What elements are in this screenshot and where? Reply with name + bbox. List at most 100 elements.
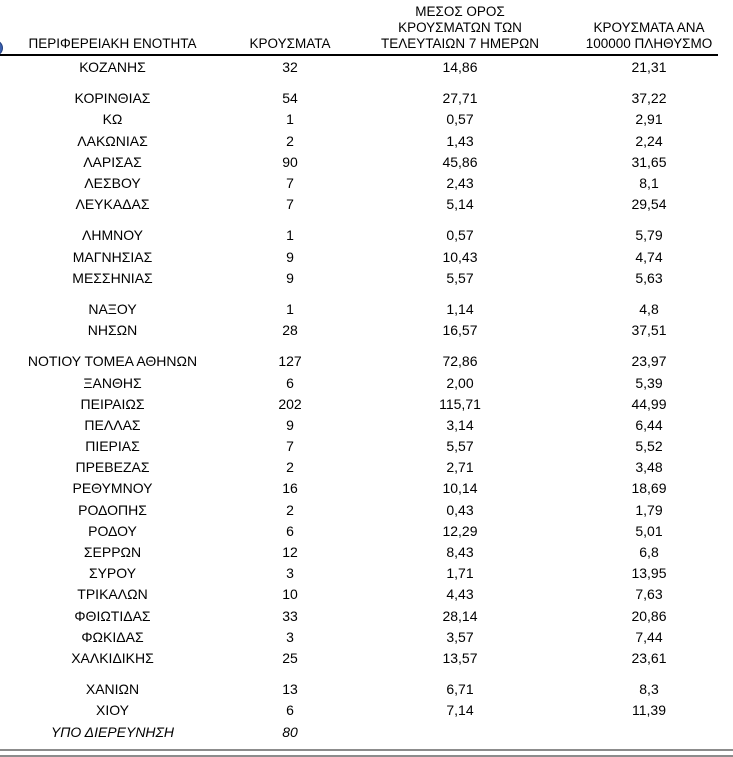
per100k-value: 7,44 [635,628,663,645]
row-group-gap [0,341,733,351]
table-row: ΝΑΞΟΥ 1 1,14 4,8 [0,299,733,320]
table-row: ΣΥΡΟΥ 3 1,71 13,95 [0,563,733,584]
avg7-value: 1,14 [446,300,474,317]
table-row: ΛΑΡΙΣΑΣ 90 45,86 31,65 [0,152,733,173]
row-group-gap [0,669,733,679]
header-7day-average-line3: ΤΕΛΕΥΤΑΙΩΝ 7 ΗΜΕΡΩΝ [381,36,539,51]
per100k-value: 23,97 [631,353,667,370]
avg7-value: 45,86 [442,153,478,170]
avg7-value: 0,57 [446,227,474,244]
cases-value: 90 [282,153,298,170]
per100k-value: 44,99 [631,395,667,412]
cases-value: 127 [278,353,302,370]
per100k-value: 8,1 [639,175,659,192]
per100k-value: 4,74 [635,248,663,265]
cases-value: 28 [282,322,298,339]
table-row: ΝΟΤΙΟΥ ΤΟΜΕΑ ΑΘΗΝΩΝ 127 72,86 23,97 [0,351,733,372]
region-name: ΠΕΙΡΑΙΩΣ [80,395,145,412]
region-name: ΠΙΕΡΙΑΣ [85,438,140,455]
avg7-value: 1,43 [446,132,474,149]
table-row: ΦΩΚΙΔΑΣ 3 3,57 7,44 [0,627,733,648]
table-row: ΞΑΝΘΗΣ 6 2,00 5,39 [0,372,733,393]
table-row: ΧΑΛΚΙΔΙΚΗΣ 25 13,57 23,61 [0,648,733,669]
table-row: ΚΟΡΙΝΘΙΑΣ 54 27,71 37,22 [0,88,733,109]
cases-value: 6 [286,374,294,391]
header-per-100k-line2: 100000 ΠΛΗΘΥΣΜΟ [585,36,713,51]
header-cases: ΚΡΟΥΣΜΑΤΑ [225,36,355,54]
region-name: ΧΑΝΙΩΝ [85,681,140,698]
region-name: ΛΑΚΩΝΙΑΣ [77,132,148,149]
cases-value: 1 [286,227,294,244]
region-name: ΚΩ [102,111,123,128]
cases-value: 9 [286,248,294,265]
cases-value: 6 [286,702,294,719]
region-name: ΡΟΔΟΠΗΣ [78,501,147,518]
per100k-value: 18,69 [631,480,667,497]
per100k-value: 37,51 [631,322,667,339]
table-row: ΡΟΔΟΠΗΣ 2 0,43 1,79 [0,500,733,521]
avg7-value: 12,29 [442,522,478,539]
region-name: ΡΕΘΥΜΝΟΥ [72,480,153,497]
per100k-value: 20,86 [631,607,667,624]
avg7-value: 10,43 [442,248,478,265]
avg7-value: 2,00 [446,374,474,391]
region-name: ΚΟΖΑΝΗΣ [79,59,146,76]
avg7-value: 72,86 [442,353,478,370]
region-name: ΠΕΛΛΑΣ [84,416,141,433]
table-row: ΡΕΘΥΜΝΟΥ 16 10,14 18,69 [0,478,733,499]
cases-value: 7 [286,196,294,213]
header-per-100k-line1: ΚΡΟΥΣΜΑΤΑ ΑΝΑ [593,20,705,35]
header-7day-average: ΜΕΣΟΣ ΟΡΟΣ ΚΡΟΥΣΜΑΤΩΝ ΤΩΝ ΤΕΛΕΥΤΑΙΩΝ 7 Η… [355,4,565,54]
avg7-value: 3,57 [446,628,474,645]
per100k-value: 5,79 [635,227,663,244]
avg7-value: 2,43 [446,175,474,192]
header-region-label: ΠΕΡΙΦΕΡΕΙΑΚΗ ΕΝΟΤΗΤΑ [28,36,197,51]
header-cases-label: ΚΡΟΥΣΜΑΤΑ [249,36,331,51]
row-group-gap [0,289,733,299]
region-name: ΣΕΡΡΩΝ [83,544,142,561]
region-name: ΚΟΡΙΝΘΙΑΣ [74,90,151,107]
table-row: ΧΑΝΙΩΝ 13 6,71 8,3 [0,679,733,700]
avg7-value: 8,43 [446,544,474,561]
region-name: ΧΙΟΥ [95,702,129,719]
per100k-value: 23,61 [631,649,667,666]
per100k-value: 5,01 [635,522,663,539]
avg7-value: 5,14 [446,196,474,213]
header-region: ΠΕΡΙΦΕΡΕΙΑΚΗ ΕΝΟΤΗΤΑ [0,36,225,54]
bottom-rule-bottom [0,755,733,757]
per100k-value: 8,3 [639,681,659,698]
per100k-value: 2,24 [635,132,663,149]
per100k-value: 37,22 [631,90,667,107]
table-row: ΠΡΕΒΕΖΑΣ 2 2,71 3,48 [0,457,733,478]
per100k-value: 6,44 [635,416,663,433]
table-row: ΥΠΟ ΔΙΕΡΕΥΝΗΣΗ 80 [0,721,733,742]
avg7-value: 3,14 [446,416,474,433]
per100k-value: 3,48 [635,459,663,476]
table-row: ΠΕΙΡΑΙΩΣ 202 115,71 44,99 [0,394,733,415]
region-name: ΦΩΚΙΔΑΣ [81,628,144,645]
per100k-value: 6,8 [639,544,659,561]
table-row: ΡΟΔΟΥ 6 12,29 5,01 [0,521,733,542]
table-row: ΛΕΣΒΟΥ 7 2,43 8,1 [0,173,733,194]
cases-value: 2 [286,459,294,476]
table-row: ΦΘΙΩΤΙΔΑΣ 33 28,14 20,86 [0,606,733,627]
avg7-value: 115,71 [439,395,481,412]
region-name: ΡΟΔΟΥ [88,522,137,539]
region-name: ΜΕΣΣΗΝΙΑΣ [72,269,153,286]
table-row: ΛΕΥΚΑΔΑΣ 7 5,14 29,54 [0,194,733,215]
per100k-value: 11,39 [632,702,666,719]
cases-value: 12 [282,544,298,561]
bottom-rule-top [0,749,733,751]
region-name: ΝΟΤΙΟΥ ΤΟΜΕΑ ΑΘΗΝΩΝ [27,353,198,370]
table-header: ΠΕΡΙΦΕΡΕΙΑΚΗ ΕΝΟΤΗΤΑ ΚΡΟΥΣΜΑΤΑ ΜΕΣΟΣ ΟΡΟ… [0,0,718,56]
table-row: ΠΙΕΡΙΑΣ 7 5,57 5,52 [0,436,733,457]
region-name: ΥΠΟ ΔΙΕΡΕΥΝΗΣΗ [50,723,175,740]
table-row: ΧΙΟΥ 6 7,14 11,39 [0,700,733,721]
avg7-value: 14,86 [442,59,478,76]
region-name: ΛΗΜΝΟΥ [81,227,143,244]
table-row: ΠΕΛΛΑΣ 9 3,14 6,44 [0,415,733,436]
row-group-gap [0,215,733,225]
cases-value: 3 [286,628,294,645]
table-row: ΚΟΖΑΝΗΣ 32 14,86 21,31 [0,57,733,78]
